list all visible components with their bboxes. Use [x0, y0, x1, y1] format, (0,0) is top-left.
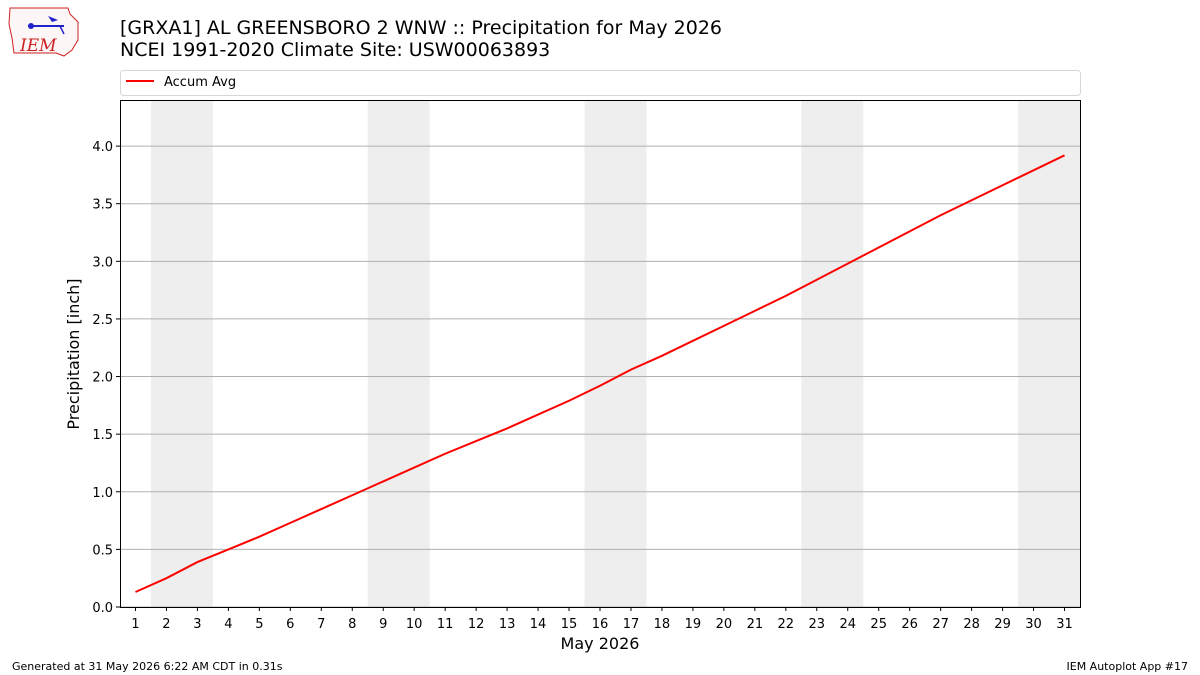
x-tick-label: 5	[255, 617, 263, 632]
x-tick-label: 4	[224, 617, 232, 632]
x-tick-label: 9	[379, 617, 387, 632]
x-tick-label: 11	[437, 617, 454, 632]
app-credit: IEM Autoplot App #17	[1066, 660, 1189, 673]
x-tick-label: 22	[778, 617, 795, 632]
x-tick-label: 8	[348, 617, 356, 632]
x-tick-label: 18	[654, 617, 671, 632]
x-tick-label: 30	[1025, 617, 1042, 632]
y-tick-label: 2.5	[92, 313, 113, 328]
x-axis-label: May 2026	[561, 634, 640, 653]
x-tick-label: 6	[286, 617, 294, 632]
y-tick-label: 3.5	[92, 198, 113, 213]
legend: Accum Avg	[120, 70, 1081, 96]
x-axis-ticks: 1 2 3 4 5 6 7 8 9 10 11 12 13 14 15 16 17 18 19 20 21 22 23 24 2…	[131, 607, 1073, 632]
generated-timestamp: Generated at 31 May 2026 6:22 AM CDT in …	[12, 660, 283, 673]
x-tick-label: 26	[901, 617, 918, 632]
x-tick-label: 21	[747, 617, 764, 632]
x-tick-label: 20	[716, 617, 733, 632]
x-tick-label: 2	[162, 617, 170, 632]
weekend-band	[584, 100, 647, 607]
x-tick-label: 1	[131, 617, 139, 632]
x-tick-label: 29	[994, 617, 1011, 632]
x-tick-label: 27	[932, 617, 949, 632]
logo-text: IEM	[19, 36, 57, 56]
x-tick-label: 10	[406, 617, 423, 632]
accum-avg-line	[135, 154, 1065, 593]
x-tick-label: 13	[499, 617, 516, 632]
y-tick-label: 1.5	[92, 428, 113, 443]
weekend-band	[150, 100, 213, 607]
x-tick-label: 23	[809, 617, 826, 632]
y-tick-label: 0.0	[92, 601, 113, 616]
chart-title: [GRXA1] AL GREENSBORO 2 WNW :: Precipita…	[120, 17, 723, 39]
legend-label: Accum Avg	[164, 75, 236, 90]
y-tick-label: 2.0	[92, 371, 113, 386]
chart-subtitle: NCEI 1991-2020 Climate Site: USW00063893	[120, 39, 551, 61]
x-tick-label: 31	[1056, 617, 1073, 632]
x-tick-label: 7	[317, 617, 325, 632]
weekend-bands	[150, 100, 1080, 607]
weekend-band	[801, 100, 864, 607]
y-tick-label: 0.5	[92, 543, 113, 558]
legend-box	[120, 70, 1081, 96]
y-tick-label: 3.0	[92, 255, 113, 270]
iem-logo: IEM	[8, 7, 79, 57]
x-tick-label: 12	[468, 617, 485, 632]
x-tick-label: 16	[592, 617, 609, 632]
y-axis-ticks: 0.0 0.5 1.0 1.5 2.0 2.5 3.0 3.5 4.0	[92, 140, 120, 616]
x-tick-label: 15	[561, 617, 578, 632]
x-tick-label: 3	[193, 617, 201, 632]
y-tick-label: 1.0	[92, 486, 113, 501]
x-tick-label: 25	[870, 617, 887, 632]
x-tick-label: 24	[839, 617, 856, 632]
x-tick-label: 14	[530, 617, 547, 632]
weekend-band	[1018, 100, 1080, 607]
x-tick-label: 17	[623, 617, 640, 632]
y-axis-label: Precipitation [inch]	[64, 278, 83, 429]
y-tick-label: 4.0	[92, 140, 113, 155]
x-tick-label: 19	[685, 617, 702, 632]
weekend-band	[367, 100, 430, 607]
x-tick-label: 28	[963, 617, 980, 632]
